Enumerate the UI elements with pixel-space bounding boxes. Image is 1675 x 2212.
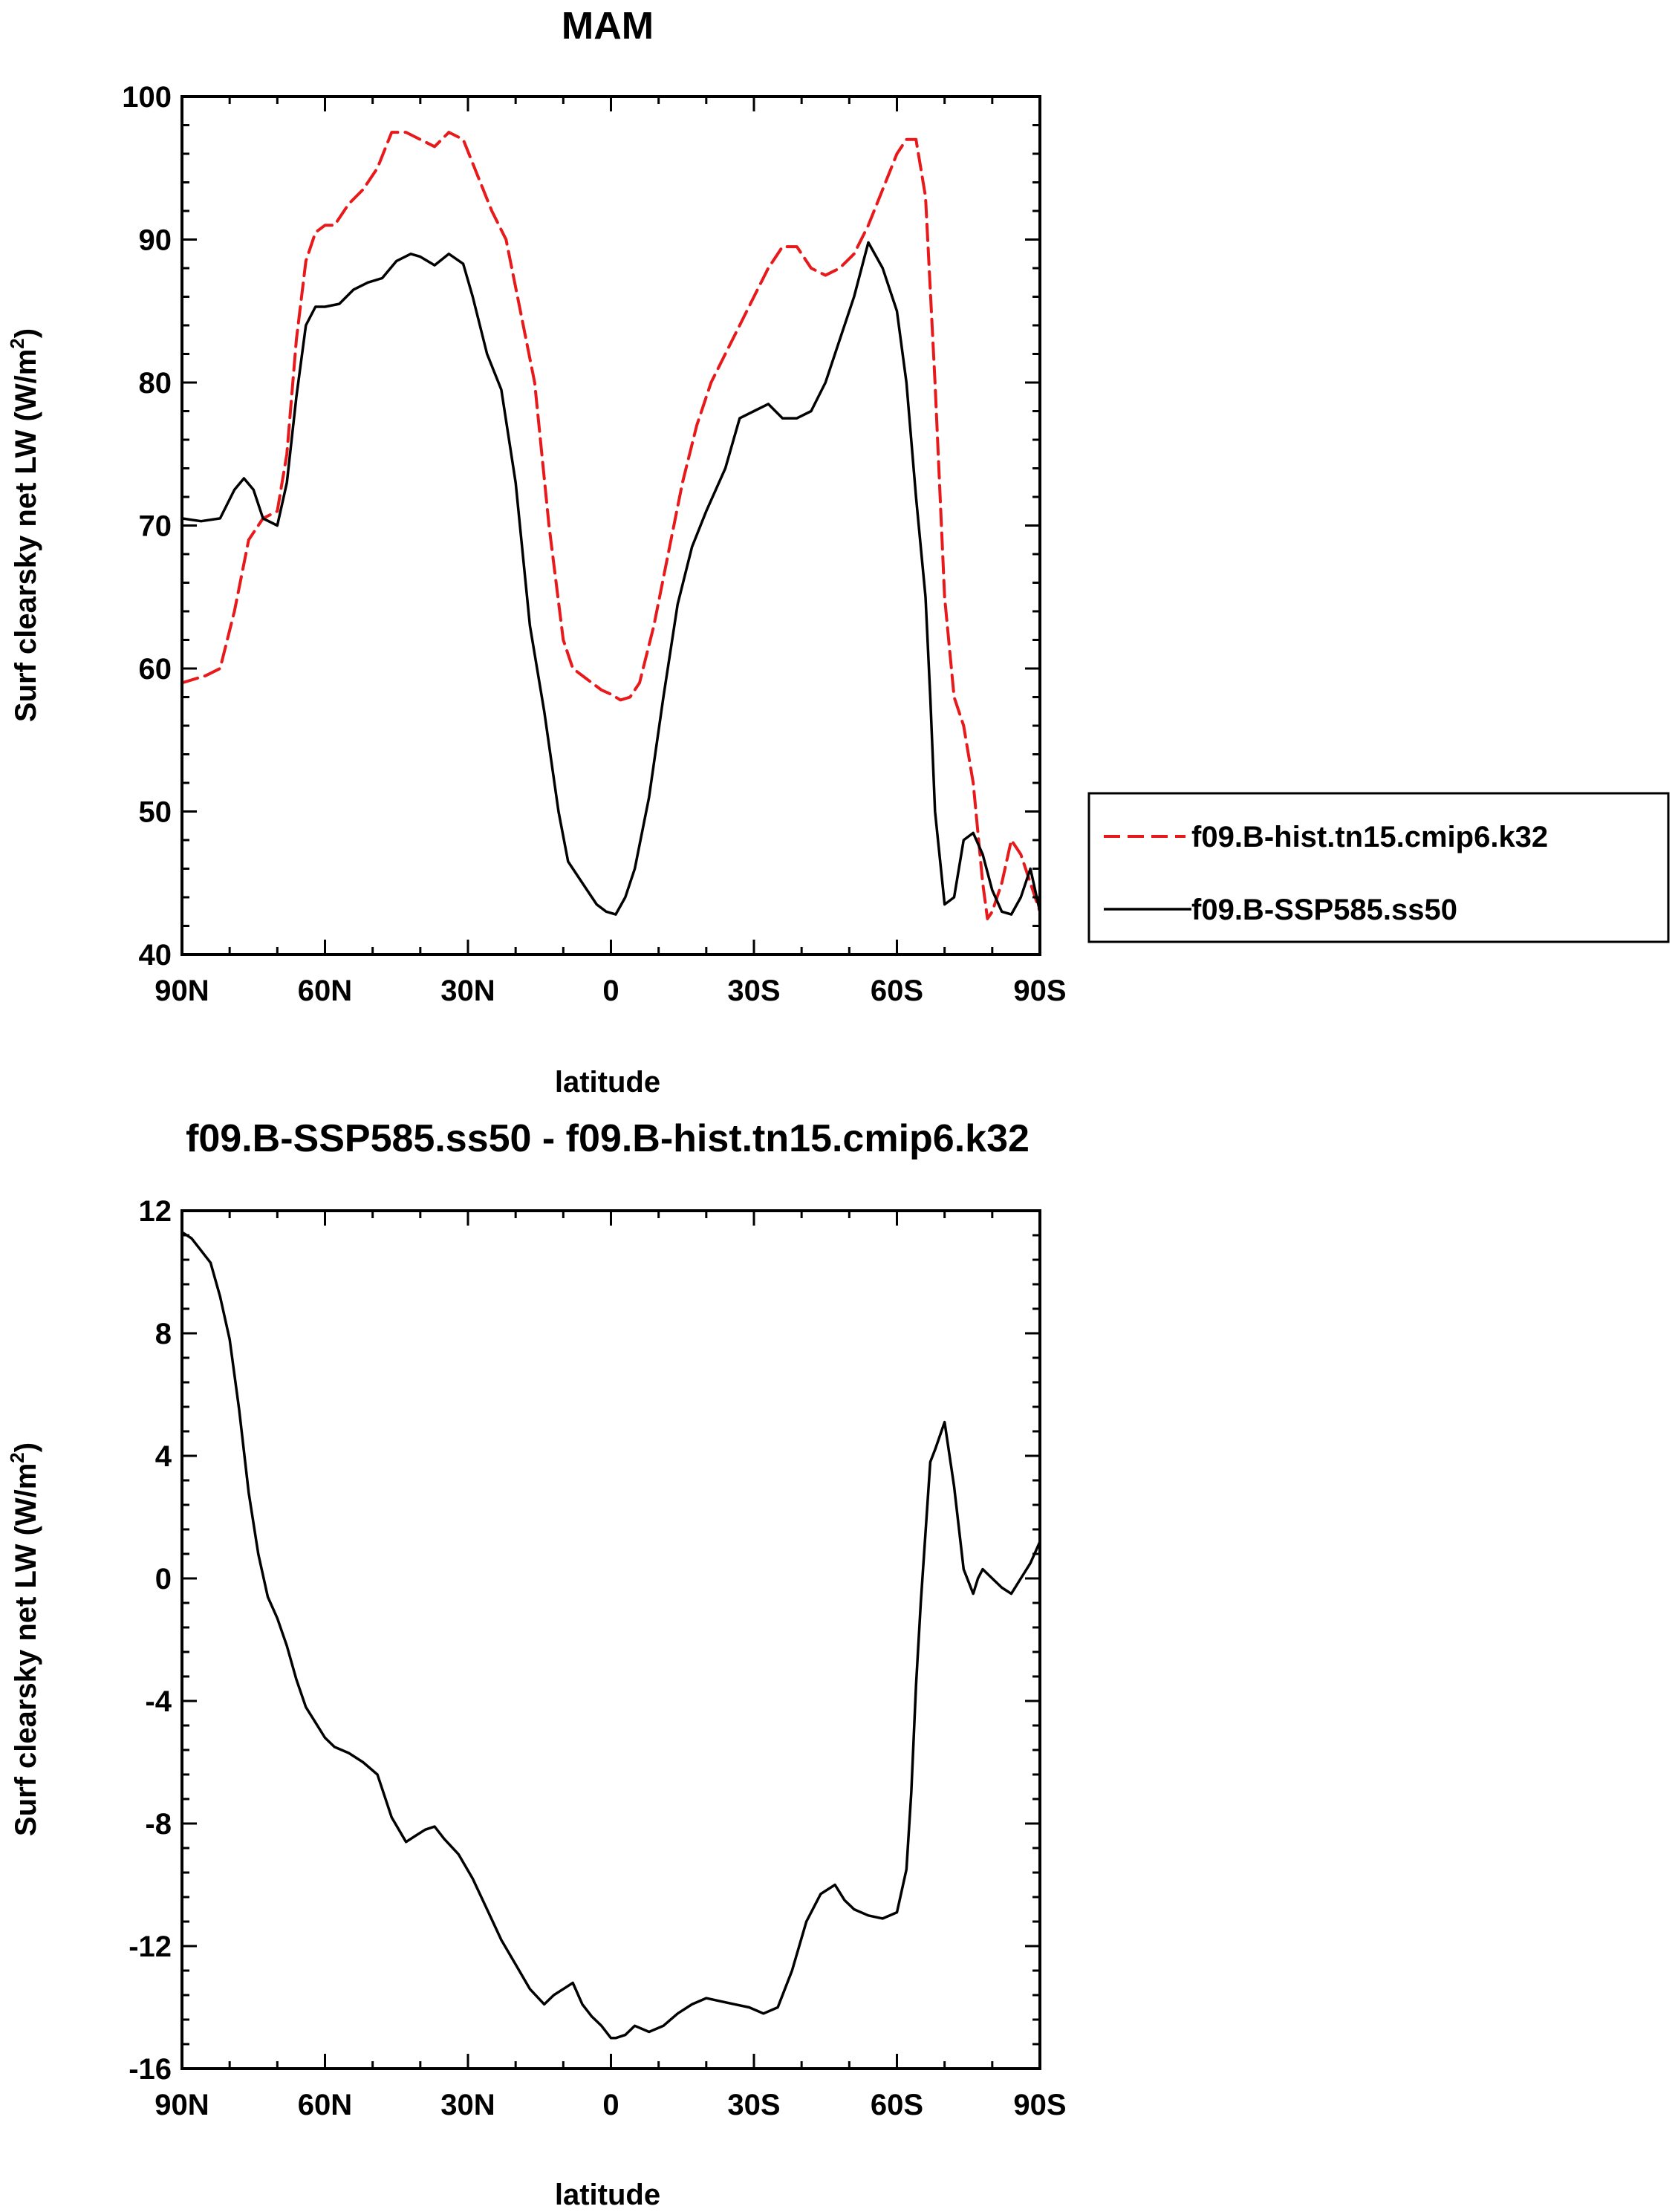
x-tick-label: 60S <box>871 2089 923 2121</box>
x-tick-label: 30S <box>727 975 780 1007</box>
y-axis-label: Surf clearsky net LW (W/m2) <box>6 328 42 722</box>
x-axis-label: latitude <box>555 1066 660 1099</box>
x-tick-label: 60N <box>298 975 352 1007</box>
series-line-f09-b-ssp585-ss50 <box>180 241 1041 916</box>
x-tick-label: 90S <box>1013 2089 1066 2121</box>
y-axis-label-end: ) <box>10 1442 42 1452</box>
y-axis-label-main: Surf clearsky net LW (W/m <box>10 1463 42 1836</box>
x-tick-label: 90N <box>155 2089 209 2121</box>
y-tick-label: 70 <box>139 510 172 543</box>
y-tick-label: 90 <box>139 224 172 257</box>
x-tick-label: 30N <box>440 2089 495 2121</box>
x-tick-label: 60S <box>871 975 923 1007</box>
legend-label-ssp: f09.B-SSP585.ss50 <box>1191 894 1457 926</box>
y-tick-label: 0 <box>155 1563 172 1595</box>
y-tick-label: 100 <box>122 81 172 114</box>
series-group <box>180 1231 1041 2040</box>
y-tick-label: 80 <box>139 367 172 400</box>
y-tick-label: -8 <box>145 1808 172 1841</box>
x-tick-label: 90S <box>1013 975 1066 1007</box>
series-line-f09-b-hist-tn15-cmip6-k32 <box>180 131 1041 920</box>
x-tick-label: 0 <box>602 975 619 1007</box>
plot-frame <box>180 1209 1041 2070</box>
y-tick-label: -4 <box>145 1685 172 1718</box>
y-axis-label-main: Surf clearsky net LW (W/m <box>10 349 42 722</box>
y-tick-label: 60 <box>139 653 172 686</box>
x-tick-label: 30N <box>440 975 495 1007</box>
y-tick-label: -12 <box>129 1930 172 1963</box>
x-tick-label: 0 <box>602 2089 619 2121</box>
y-tick-label: -16 <box>129 2053 172 2086</box>
legend: f09.B-hist.tn15.cmip6.k32 f09.B-SSP585.s… <box>1087 792 1670 943</box>
y-tick-label: 50 <box>139 796 172 829</box>
panel-bottom: f09.B-SSP585.ss50 - f09.B-hist.tn15.cmip… <box>6 1117 1067 2211</box>
chart-title: f09.B-SSP585.ss50 - f09.B-hist.tn15.cmip… <box>186 1117 1030 1160</box>
y-tick-label: 4 <box>155 1440 172 1473</box>
y-axis-label-sup: 2 <box>6 338 28 348</box>
x-axis-label: latitude <box>555 2179 660 2211</box>
legend-box <box>1087 792 1670 943</box>
plot-frame <box>180 95 1041 956</box>
y-axis-label-end: ) <box>10 328 42 338</box>
y-tick-label: 8 <box>155 1318 172 1350</box>
y-tick-label: 12 <box>139 1195 172 1228</box>
y-tick-label: 40 <box>139 939 172 972</box>
panel-top: MAM 90N 60N 30N 0 30S 60S 90S 40 50 60 70 80 90 100 l… <box>6 4 1670 1099</box>
tick-group: 90N 60N 30N 0 30S 60S 90S -16 -12 -8 -4 0 4 8 12 <box>129 1195 1066 2121</box>
series-group <box>180 131 1041 920</box>
x-tick-label: 90N <box>155 975 209 1007</box>
x-tick-label: 60N <box>298 2089 352 2121</box>
x-tick-label: 30S <box>727 2089 780 2121</box>
y-axis-label: Surf clearsky net LW (W/m2) <box>6 1442 42 1836</box>
legend-label-hist: f09.B-hist.tn15.cmip6.k32 <box>1191 821 1548 853</box>
series-line-difference <box>180 1231 1041 2040</box>
chart-title: MAM <box>562 4 654 48</box>
y-axis-label-sup: 2 <box>6 1452 28 1463</box>
tick-group: 90N 60N 30N 0 30S 60S 90S 40 50 60 70 80 90 100 <box>122 81 1066 1007</box>
